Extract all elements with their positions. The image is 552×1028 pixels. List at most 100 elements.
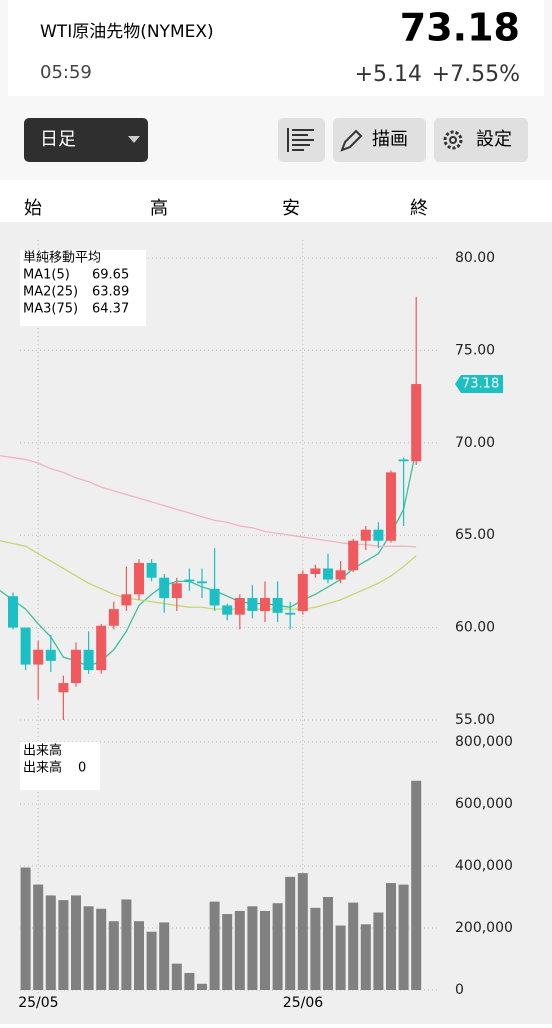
volume-bar bbox=[96, 908, 107, 990]
dropdown-arrow[interactable] bbox=[128, 136, 140, 143]
period-select[interactable]: 日足 bbox=[24, 118, 148, 162]
volume-bar bbox=[285, 876, 296, 990]
button-bg[interactable] bbox=[333, 118, 426, 162]
volume-bar bbox=[171, 963, 182, 990]
y-tick-label: 75.00 bbox=[455, 342, 495, 358]
volume-bar bbox=[310, 907, 321, 990]
volume-bar bbox=[398, 884, 409, 990]
volume-bar bbox=[146, 931, 157, 990]
price-badge-label: 73.18 bbox=[462, 377, 499, 392]
candle-body bbox=[411, 384, 422, 462]
ma-legend-value: 63.89 bbox=[92, 285, 129, 300]
volume-bar bbox=[247, 906, 258, 990]
ma-legend-value: 64.37 bbox=[92, 302, 129, 317]
time: 05:59 bbox=[40, 62, 92, 83]
candle-body bbox=[348, 540, 359, 571]
draw-button[interactable]: 描画 bbox=[333, 118, 426, 162]
settings-label[interactable]: 設定 bbox=[476, 129, 512, 150]
header-card bbox=[8, 0, 544, 96]
chart: 80.00 75.00 70.00 65.00 60.00 55.00 25/05 25/06… bbox=[0, 240, 513, 1011]
chart-area bbox=[0, 222, 552, 1024]
candle-body bbox=[8, 596, 18, 628]
ma-legend-title: 単純移動平均 bbox=[23, 250, 101, 266]
ma-legend-name: MA2(25) bbox=[23, 285, 78, 300]
candle-body bbox=[108, 609, 119, 626]
candle-body bbox=[310, 568, 321, 575]
column-label: 高 bbox=[150, 198, 168, 219]
bars-icon[interactable] bbox=[287, 128, 314, 152]
candle-body bbox=[398, 459, 409, 462]
volume-bar bbox=[108, 921, 119, 990]
pencil-icon[interactable] bbox=[340, 129, 363, 152]
candle-body bbox=[83, 649, 94, 671]
volume-bar bbox=[234, 910, 245, 990]
candle-body bbox=[33, 649, 44, 665]
column-label: 安 bbox=[282, 198, 300, 219]
price: 73.18 bbox=[400, 6, 520, 50]
volume-bar bbox=[58, 900, 69, 990]
volume-bar bbox=[272, 903, 283, 990]
candle-body bbox=[20, 627, 31, 665]
candle-body bbox=[171, 583, 182, 599]
volume-bar bbox=[71, 895, 81, 990]
ma-legend-bg bbox=[20, 250, 146, 326]
candle-body bbox=[323, 568, 333, 580]
x-tick-label: 25/06 bbox=[283, 995, 323, 1011]
candle-body bbox=[386, 472, 396, 541]
candle-body bbox=[121, 594, 132, 606]
y-tick-label: 800,000 bbox=[455, 734, 513, 750]
candle-body bbox=[184, 579, 195, 582]
button-bg[interactable] bbox=[434, 118, 528, 162]
candle-body bbox=[234, 598, 245, 615]
y-tick-label: 400,000 bbox=[455, 858, 513, 874]
volume-bar bbox=[348, 902, 359, 990]
volume-bar bbox=[197, 983, 207, 990]
ohlc-row bbox=[0, 180, 552, 222]
draw-label[interactable]: 描画 bbox=[372, 129, 408, 150]
settings-button[interactable]: 設定 bbox=[434, 118, 528, 162]
candle-body bbox=[297, 574, 308, 611]
volume-legend-name: 出来高 bbox=[23, 760, 62, 776]
gear-icon[interactable] bbox=[443, 130, 463, 150]
volume-bar bbox=[222, 914, 233, 990]
y-tick-label: 70.00 bbox=[455, 435, 495, 451]
candle-body bbox=[146, 562, 157, 578]
volume-bar bbox=[386, 883, 396, 990]
volume-bar bbox=[411, 780, 422, 990]
volume-bar bbox=[20, 867, 31, 990]
instrument-title: WTI原油先物(NYMEX) bbox=[40, 22, 214, 42]
y-tick-label: 600,000 bbox=[455, 796, 513, 812]
volume-bar bbox=[45, 895, 56, 990]
candle-body bbox=[58, 683, 69, 693]
volume-bar bbox=[323, 897, 333, 990]
price-badge bbox=[455, 375, 503, 394]
candle-body bbox=[260, 598, 270, 611]
volume-legend-bg bbox=[20, 742, 100, 790]
volume-legend-value: 0 bbox=[78, 761, 86, 776]
period-button[interactable] bbox=[24, 118, 148, 162]
ma-legend-value: 69.65 bbox=[92, 268, 129, 283]
column-label: 始 bbox=[24, 198, 42, 219]
volume-bar bbox=[335, 925, 346, 990]
ohlc-columns: 始高安終 bbox=[24, 198, 428, 219]
change: +5.14 bbox=[355, 62, 422, 87]
x-tick-label: 25/05 bbox=[18, 995, 58, 1011]
ma-legend-name: MA1(5) bbox=[23, 268, 70, 283]
indicator-button[interactable] bbox=[278, 118, 325, 162]
candle-body bbox=[222, 605, 233, 615]
y-tick-label: 65.00 bbox=[455, 527, 495, 543]
ma-legend-name: MA3(75) bbox=[23, 302, 78, 317]
period-label[interactable]: 日足 bbox=[40, 129, 76, 150]
candle-body bbox=[247, 598, 258, 611]
candle-body bbox=[373, 529, 384, 541]
candle-body bbox=[71, 649, 81, 684]
gear-core[interactable] bbox=[449, 136, 457, 144]
y-tick-label: 200,000 bbox=[455, 920, 513, 936]
y-tick-label: 60.00 bbox=[455, 620, 495, 636]
volume-bar bbox=[134, 921, 144, 990]
volume-bar bbox=[209, 901, 220, 990]
volume-bar bbox=[83, 906, 94, 990]
y-tick-label: 80.00 bbox=[455, 250, 495, 266]
candle-body bbox=[335, 570, 346, 580]
y-tick-label: 55.00 bbox=[455, 712, 495, 728]
